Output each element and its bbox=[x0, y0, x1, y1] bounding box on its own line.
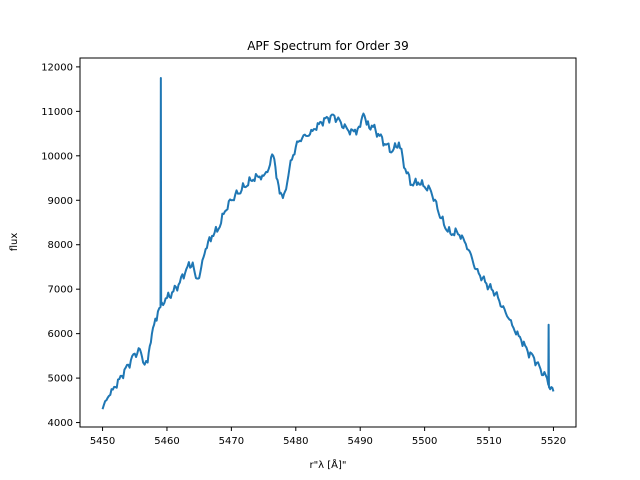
x-axis: 5450 5460 5470 5480 5490 5500 5510 5520 bbox=[90, 427, 566, 447]
x-tick-label: 5500 bbox=[412, 436, 437, 447]
y-tick-label: 12000 bbox=[41, 62, 73, 73]
y-tick-label: 9000 bbox=[48, 196, 73, 207]
y-axis-label: flux bbox=[9, 233, 20, 252]
plot-area bbox=[101, 77, 555, 410]
y-axis: 4000 5000 6000 7000 8000 9000 10000 11000 12000 bbox=[41, 62, 80, 429]
y-tick-label: 4000 bbox=[48, 418, 73, 429]
y-tick-label: 11000 bbox=[41, 107, 73, 118]
y-tick-label: 10000 bbox=[41, 151, 73, 162]
x-tick-label: 5520 bbox=[541, 436, 566, 447]
x-tick-label: 5480 bbox=[283, 436, 308, 447]
y-tick-label: 5000 bbox=[48, 374, 73, 385]
x-tick-label: 5450 bbox=[90, 436, 115, 447]
y-tick-label: 8000 bbox=[48, 240, 73, 251]
x-tick-label: 5490 bbox=[347, 436, 372, 447]
x-tick-label: 5470 bbox=[219, 436, 244, 447]
chart-title: APF Spectrum for Order 39 bbox=[247, 39, 409, 53]
axes-frame bbox=[79, 57, 577, 428]
x-tick-label: 5460 bbox=[154, 436, 179, 447]
series-line bbox=[101, 77, 555, 410]
x-tick-label: 5510 bbox=[476, 436, 501, 447]
y-tick-label: 7000 bbox=[48, 285, 73, 296]
x-axis-label: r"λ [Å]" bbox=[309, 458, 346, 471]
y-tick-label: 6000 bbox=[48, 329, 73, 340]
